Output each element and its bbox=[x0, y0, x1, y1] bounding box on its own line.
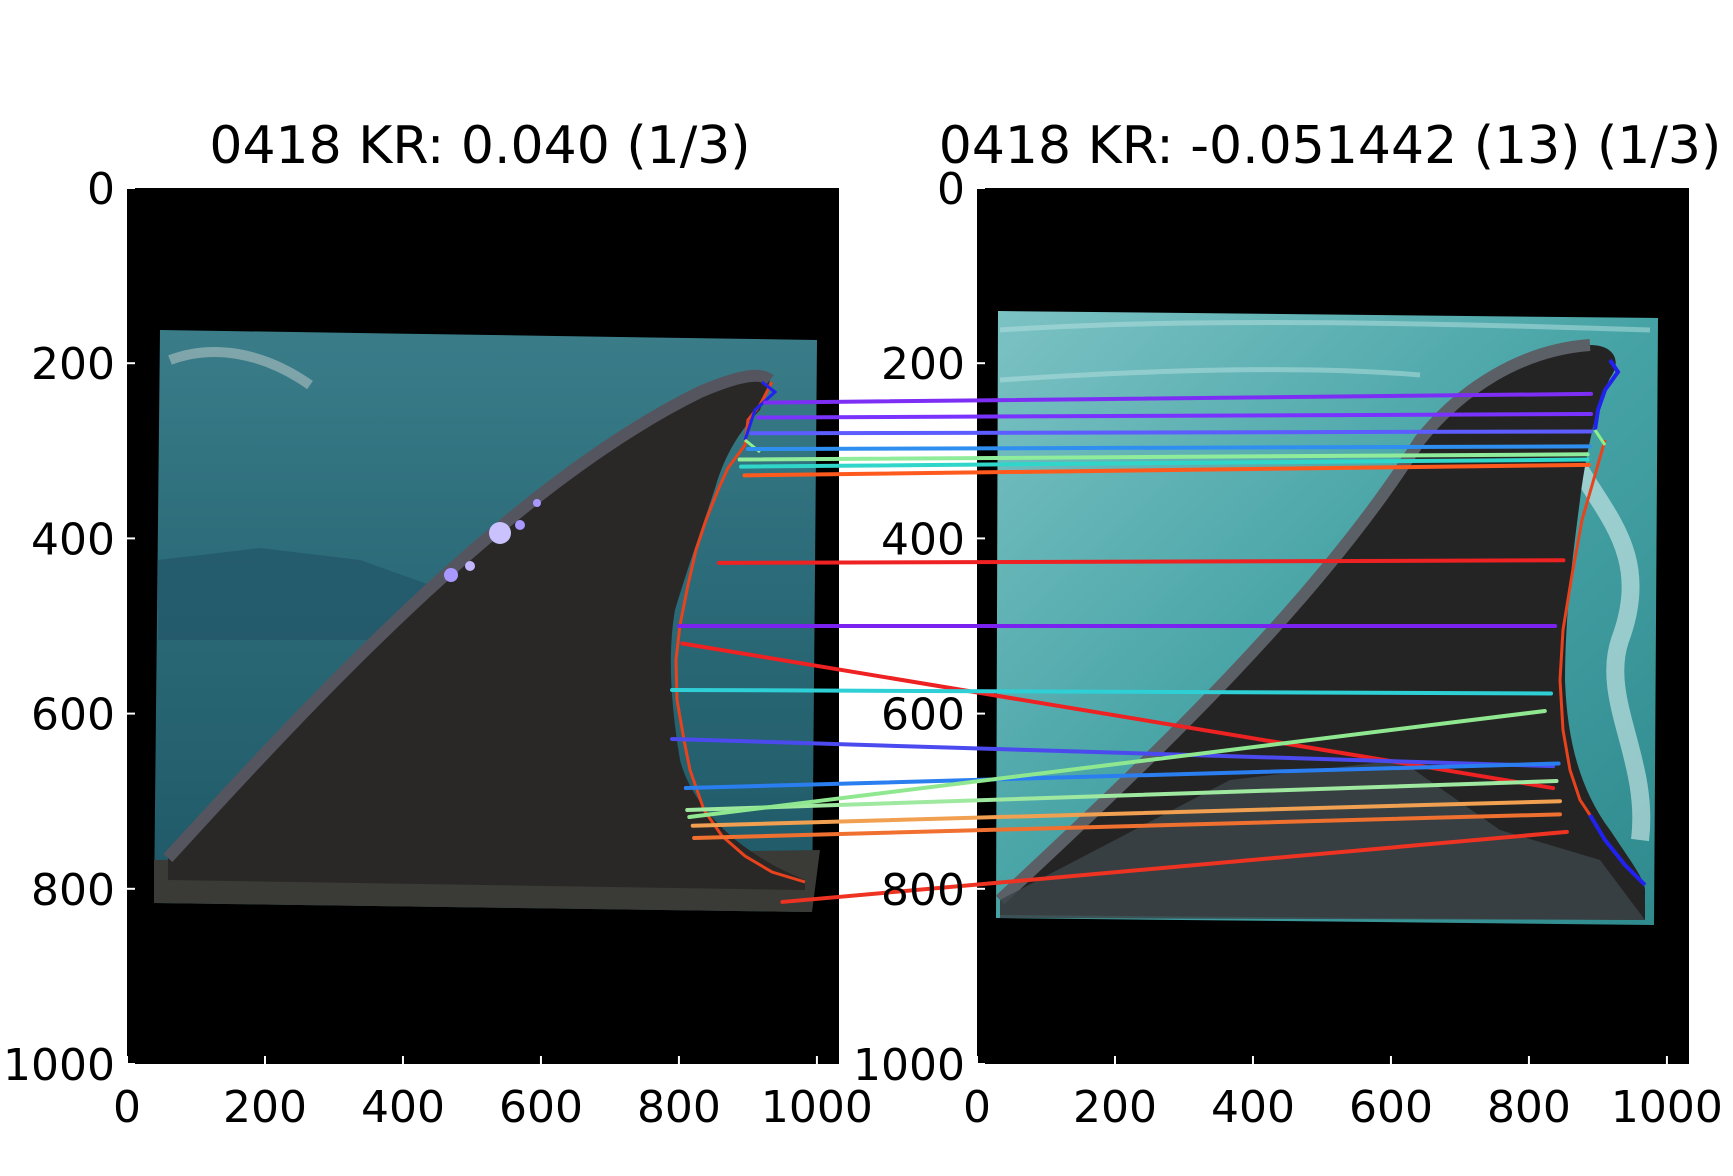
right-splash bbox=[1572, 465, 1651, 842]
match-line-1 bbox=[763, 391, 1594, 405]
right-y-tick-label: 200 bbox=[881, 339, 965, 390]
match-line-5 bbox=[737, 452, 1590, 462]
left-y-tick-label: 600 bbox=[31, 690, 115, 741]
right-fin-leading-edge bbox=[995, 339, 1591, 905]
match-line-15 bbox=[687, 708, 1547, 819]
left-y-tick-label: 200 bbox=[31, 339, 115, 390]
right-x-tick-label: 800 bbox=[1487, 1082, 1571, 1133]
match-line-4 bbox=[745, 444, 1592, 452]
left-y-tick-label: 1000 bbox=[3, 1040, 115, 1091]
match-line-13 bbox=[683, 761, 1561, 791]
keypoint-match-lines bbox=[670, 391, 1594, 904]
left-y-tick-label: 0 bbox=[87, 164, 115, 215]
right-x-tick-label: 400 bbox=[1211, 1082, 1295, 1133]
right-water-ripples bbox=[999, 320, 1651, 383]
right-y-tick-label: 0 bbox=[937, 164, 965, 215]
left-x-tick-label: 200 bbox=[223, 1082, 307, 1133]
match-line-11 bbox=[670, 687, 1554, 696]
right-tip-highlight bbox=[1593, 429, 1607, 446]
right-y-tick-label: 400 bbox=[881, 514, 965, 565]
left-panel-title: 0418 KR: 0.040 (1/3) bbox=[209, 116, 750, 176]
match-line-18 bbox=[780, 829, 1569, 904]
right-x-tick-label: 1000 bbox=[1611, 1082, 1723, 1133]
left-wave-highlight bbox=[168, 347, 313, 390]
left-notch-marker-5 bbox=[533, 499, 541, 507]
match-line-8 bbox=[716, 558, 1566, 565]
left-image-panel bbox=[127, 188, 839, 1064]
right-x-tick-label: 600 bbox=[1349, 1082, 1433, 1133]
left-notch-marker-2 bbox=[465, 561, 475, 571]
right-trailing-edge-trace bbox=[1558, 439, 1607, 816]
left-x-tick-label: 0 bbox=[113, 1082, 141, 1133]
right-tip-trace bbox=[1593, 358, 1621, 431]
left-wave-band bbox=[158, 548, 430, 640]
match-line-16 bbox=[690, 799, 1562, 828]
match-line-2 bbox=[756, 412, 1594, 420]
match-line-6 bbox=[739, 457, 1590, 469]
match-line-10 bbox=[680, 641, 1556, 791]
left-x-tick-label: 400 bbox=[361, 1082, 445, 1133]
right-y-tick-label: 600 bbox=[881, 690, 965, 741]
right-lower-spray bbox=[1000, 760, 1645, 920]
match-line-3 bbox=[749, 429, 1594, 436]
right-y-tick-label: 800 bbox=[881, 865, 965, 916]
right-base-trace bbox=[1588, 813, 1647, 887]
left-notch-marker-3 bbox=[489, 522, 511, 544]
right-x-tick-label: 0 bbox=[963, 1082, 991, 1133]
left-x-tick-label: 800 bbox=[637, 1082, 721, 1133]
left-fin-shape bbox=[168, 375, 805, 890]
left-x-tick-label: 1000 bbox=[761, 1082, 873, 1133]
left-y-tick-label: 800 bbox=[31, 865, 115, 916]
right-panel-title: 0418 KR: -0.051442 (13) (1/3) bbox=[939, 116, 1722, 176]
match-line-12 bbox=[670, 737, 1556, 769]
left-y-tick-label: 400 bbox=[31, 514, 115, 565]
left-notch-marker-4 bbox=[515, 520, 525, 530]
left-fin-leading-edge bbox=[163, 369, 774, 863]
match-line-17 bbox=[692, 812, 1562, 840]
right-x-tick-label: 200 bbox=[1073, 1082, 1157, 1133]
match-line-14 bbox=[685, 779, 1559, 812]
left-notch-marker-1 bbox=[444, 568, 458, 582]
match-line-7 bbox=[742, 462, 1591, 478]
right-y-tick-label: 1000 bbox=[853, 1040, 965, 1091]
left-x-tick-label: 600 bbox=[499, 1082, 583, 1133]
